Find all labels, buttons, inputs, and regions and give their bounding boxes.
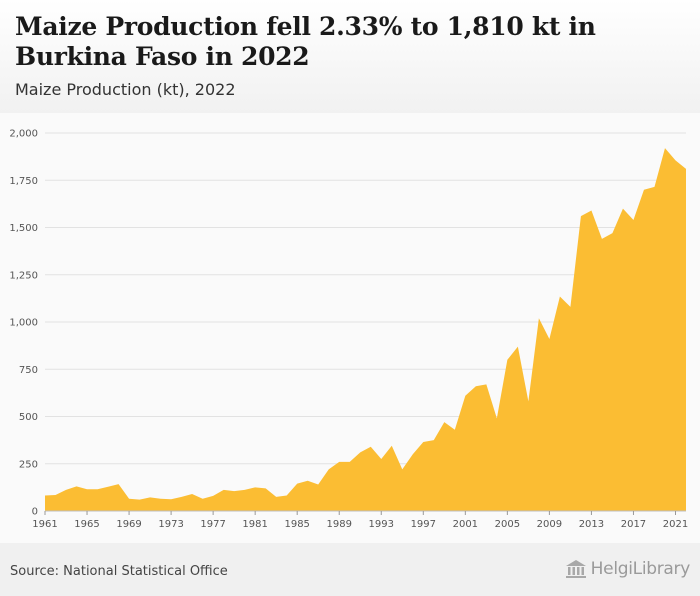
x-tick-label: 1993 <box>369 519 394 530</box>
y-tick-label: 0 <box>32 507 38 518</box>
x-tick-label: 1989 <box>327 519 352 530</box>
chart-title: Maize Production fell 2.33% to 1,810 kt … <box>15 12 596 71</box>
chart-header: Maize Production fell 2.33% to 1,810 kt … <box>0 0 700 113</box>
x-tick-label: 1977 <box>200 519 225 530</box>
x-tick-label: 2021 <box>663 519 688 530</box>
axes: 0 250 500 750 1,000 1,250 1,500 1,750 2,000 1961 1… <box>9 129 688 531</box>
x-tick-label: 1981 <box>242 519 267 530</box>
library-columns-icon <box>565 560 586 578</box>
x-tick-label: 2001 <box>453 519 478 530</box>
y-tick-label: 1,500 <box>9 223 38 234</box>
chart-footer: Source: National Statistical Office Helg… <box>0 543 700 596</box>
x-tick-label: 2009 <box>537 519 562 530</box>
y-tick-label: 1,250 <box>9 270 38 281</box>
logo-text: HelgiLibrary <box>590 559 691 579</box>
x-tick-label: 2005 <box>495 519 520 530</box>
x-tick-label: 1985 <box>284 519 309 530</box>
chart-subtitle: Maize Production (kt), 2022 <box>15 80 236 99</box>
x-tick-label: 1969 <box>116 519 141 530</box>
y-tick-label: 1,000 <box>9 318 38 329</box>
x-tick-label: 2013 <box>579 519 604 530</box>
y-tick-label: 500 <box>19 412 38 423</box>
x-tick-label: 1965 <box>74 519 99 530</box>
x-tick-label: 1997 <box>411 519 436 530</box>
maize-production-area <box>45 148 686 511</box>
y-tick-label: 750 <box>19 365 38 376</box>
helgilibrary-logo[interactable]: HelgiLibrary <box>565 557 690 581</box>
y-tick-label: 250 <box>19 459 38 470</box>
x-tick-label: 1961 <box>32 519 57 530</box>
area-chart: 0 250 500 750 1,000 1,250 1,500 1,750 2,000 1961 1… <box>9 129 688 531</box>
y-tick-label: 1,750 <box>9 176 38 187</box>
x-tick-label: 1973 <box>158 519 183 530</box>
source-note: Source: National Statistical Office <box>10 564 228 579</box>
y-tick-label: 2,000 <box>9 129 38 140</box>
x-tick-label: 2017 <box>621 519 646 530</box>
